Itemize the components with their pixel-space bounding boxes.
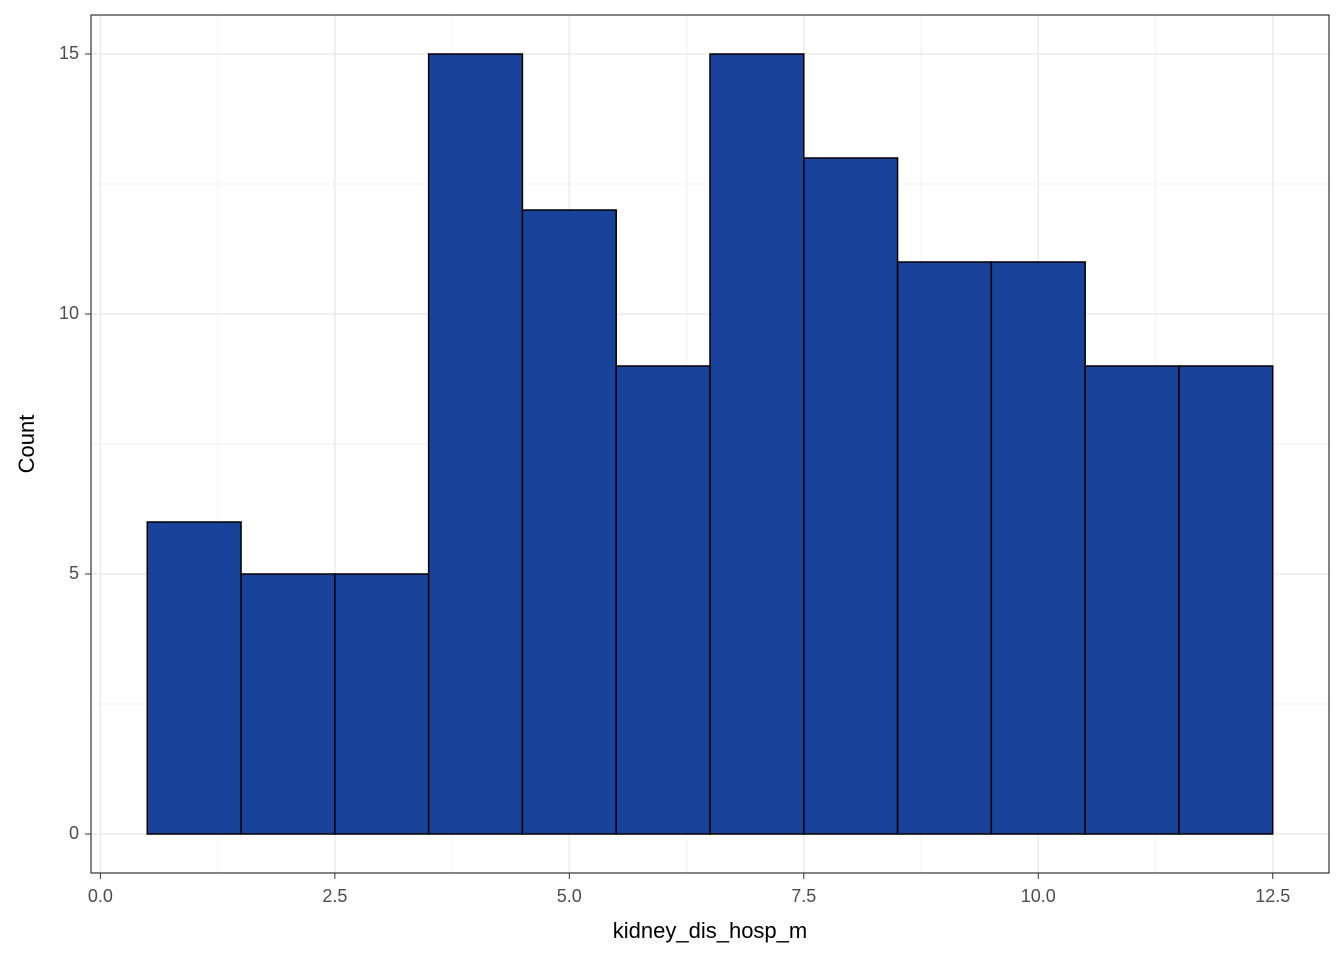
bar xyxy=(334,573,430,835)
bar xyxy=(990,261,1086,835)
bar xyxy=(521,209,617,835)
x-tick-label: 12.5 xyxy=(1255,886,1290,906)
bar xyxy=(427,53,524,835)
x-tick-label: 7.5 xyxy=(791,886,816,906)
bar xyxy=(709,53,805,835)
x-tick-label: 10.0 xyxy=(1021,886,1056,906)
x-tick-label: 5.0 xyxy=(557,886,582,906)
bars xyxy=(146,53,1274,835)
x-tick-label: 2.5 xyxy=(322,886,347,906)
panel-border xyxy=(90,14,1330,874)
x-tick-label: 0.0 xyxy=(88,886,113,906)
bar xyxy=(146,521,242,835)
bar xyxy=(1084,365,1180,835)
y-tick-label: 0 xyxy=(69,823,79,843)
y-tick-label: 15 xyxy=(59,43,79,63)
y-tick-label: 10 xyxy=(59,303,79,323)
x-axis-title: kidney_dis_hosp_m xyxy=(613,918,807,943)
bar xyxy=(615,365,711,835)
bar xyxy=(1178,365,1274,835)
bar xyxy=(240,573,336,835)
y-axis-title: Count xyxy=(14,415,39,474)
bar xyxy=(803,157,899,835)
y-tick-label: 5 xyxy=(69,563,79,583)
bar xyxy=(896,261,993,835)
